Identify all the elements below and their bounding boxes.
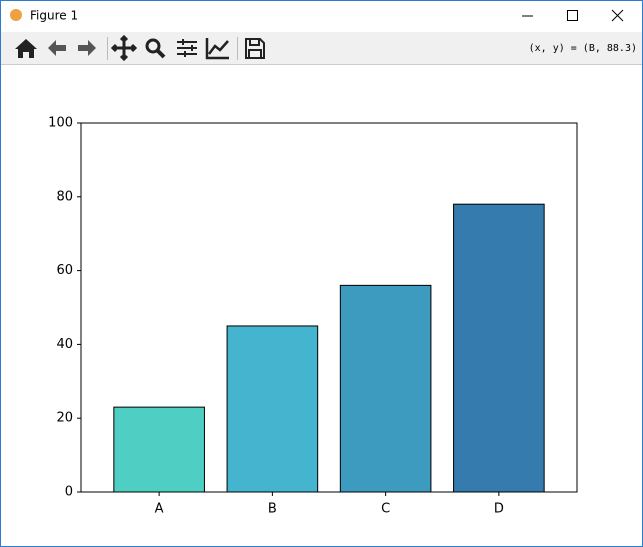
x-tick-label: C: [381, 502, 390, 517]
y-tick-label: 100: [48, 116, 73, 131]
y-tick-label: 0: [65, 485, 73, 500]
bar: [226, 325, 319, 493]
x-tick-label: D: [494, 502, 504, 517]
back-button[interactable]: [48, 40, 66, 56]
y-tick-label: 20: [56, 411, 73, 426]
y-tick-label: 80: [56, 189, 73, 204]
y-tick-label: 60: [56, 263, 73, 278]
bar: [453, 203, 545, 493]
bar: [113, 406, 205, 493]
toolbar-buttons: [15, 34, 265, 62]
y-tick-label: 40: [56, 337, 73, 352]
axes-frame: [80, 122, 578, 493]
title-bar: Figure 1: [10, 9, 624, 23]
forward-button[interactable]: [78, 40, 96, 56]
x-tick-label: A: [155, 502, 164, 517]
plot: 0 20 40 60 80 100 A B C D: [48, 116, 545, 517]
app-icon: [10, 9, 22, 21]
bar: [339, 284, 432, 493]
pan-button[interactable]: [110, 34, 138, 62]
axes-button[interactable]: [205, 38, 229, 60]
close-button[interactable]: [611, 9, 624, 22]
zoom-button[interactable]: [145, 38, 166, 59]
home-button[interactable]: [15, 39, 37, 58]
configure-button[interactable]: [177, 39, 197, 57]
window-title: Figure 1: [30, 9, 78, 23]
save-button[interactable]: [245, 38, 265, 59]
maximize-button[interactable]: [567, 10, 578, 21]
status-text: (x, y) = (B, 88.3): [529, 43, 637, 54]
x-tick-label: B: [268, 502, 277, 517]
